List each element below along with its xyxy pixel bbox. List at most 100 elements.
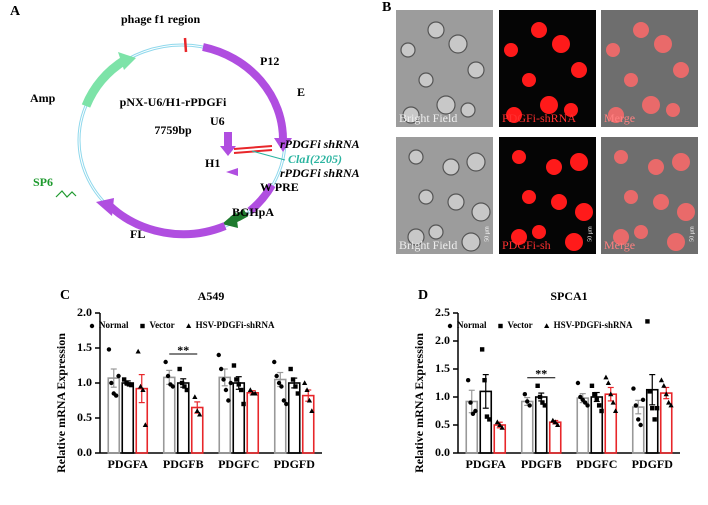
data-point <box>288 366 293 372</box>
data-point <box>638 422 643 428</box>
x-tick-label: PDGFA <box>466 457 507 471</box>
legend-marker <box>544 323 550 328</box>
cell <box>428 224 444 240</box>
cell <box>504 43 518 57</box>
micrograph-label: Merge <box>604 111 635 125</box>
feature-label: W PRE <box>260 180 299 194</box>
data-point <box>252 390 258 396</box>
cell <box>606 43 620 57</box>
data-point <box>274 373 279 379</box>
data-point <box>594 397 599 402</box>
feature-label: H1 <box>205 156 220 170</box>
data-point <box>592 392 597 397</box>
data-point <box>499 425 505 430</box>
data-point <box>226 398 231 403</box>
data-point <box>234 377 239 382</box>
scale-bar-label: 50 μm <box>587 226 593 242</box>
feature-label: ClaI(2205) <box>288 152 342 166</box>
cell <box>408 149 424 165</box>
cell <box>467 61 485 79</box>
data-point <box>663 391 669 397</box>
data-point <box>129 382 134 388</box>
feature-label: P12 <box>260 54 279 68</box>
data-point <box>221 377 226 382</box>
cell <box>642 96 660 114</box>
data-point <box>596 403 602 408</box>
data-point <box>309 408 315 413</box>
cell <box>677 203 695 221</box>
data-point <box>525 399 530 404</box>
feature-label: phage f1 region <box>121 12 200 26</box>
data-point <box>121 377 127 382</box>
data-point <box>137 383 144 389</box>
data-point <box>645 319 650 324</box>
data-point <box>279 384 284 389</box>
bar <box>301 394 315 454</box>
bar <box>107 377 121 454</box>
data-point <box>497 422 503 427</box>
data-point <box>473 408 478 414</box>
cell <box>654 35 672 53</box>
data-point <box>194 408 200 413</box>
plasmid-map: A phage f1 region P12 E Amp pNX-U6/H1-rP… <box>10 4 360 241</box>
bar <box>190 406 204 454</box>
data-point <box>116 373 121 379</box>
legend-label: Vector <box>508 320 533 330</box>
data-point <box>608 391 614 397</box>
data-point <box>658 377 665 383</box>
data-point <box>281 398 287 403</box>
data-point <box>223 387 229 393</box>
bar <box>659 392 673 454</box>
panel-letter: D <box>418 288 428 303</box>
significance-label: ** <box>535 367 547 381</box>
bghpa-arrowhead <box>222 212 238 228</box>
cell <box>436 95 456 115</box>
u6-promoter <box>224 132 232 146</box>
data-point <box>542 403 548 408</box>
cell <box>564 103 578 117</box>
micrograph-label: PDGFi-shRNA <box>502 111 576 125</box>
feature-label: SP6 <box>33 175 53 189</box>
micrograph-label: Merge <box>604 238 635 252</box>
y-tick-label: 0.5 <box>435 417 450 431</box>
clai-pointer <box>251 150 286 161</box>
cell <box>614 150 628 164</box>
data-point <box>640 397 646 402</box>
micrograph-label: Bright Field <box>399 238 457 252</box>
data-point <box>295 391 301 396</box>
amp-arrowhead <box>118 52 136 70</box>
cell <box>540 96 558 114</box>
data-point <box>575 380 581 386</box>
data-point <box>241 401 246 407</box>
data-point <box>177 366 182 372</box>
data-point <box>668 402 674 408</box>
data-point <box>140 387 146 392</box>
cell <box>418 72 434 88</box>
cell <box>653 194 669 210</box>
x-tick-label: PDGFC <box>576 457 617 471</box>
data-point <box>228 380 233 386</box>
y-tick-label: 2.0 <box>435 333 450 347</box>
bar <box>520 400 534 454</box>
data-point <box>304 387 310 392</box>
fl-arrowhead <box>96 198 114 216</box>
data-point <box>182 384 187 389</box>
x-tick-label: PDGFA <box>108 457 149 471</box>
legend-label: Normal <box>99 320 129 330</box>
cell <box>400 42 416 58</box>
y-tick-label: 2.0 <box>77 305 92 319</box>
cell <box>522 73 536 87</box>
cell <box>633 22 649 38</box>
data-point <box>192 394 198 399</box>
legend-label: Normal <box>457 320 487 330</box>
plasmid-name: pNX-U6/H1-rPDGFi <box>120 95 227 109</box>
amp-arc <box>81 56 128 108</box>
data-point <box>654 406 660 411</box>
x-tick-label: PDGFB <box>163 457 204 471</box>
data-point <box>610 399 616 405</box>
x-tick-label: PDGFB <box>521 457 562 471</box>
micrograph-label: PDGFi-sh <box>502 238 551 252</box>
cell <box>546 159 562 175</box>
data-point <box>142 422 148 427</box>
data-point <box>165 373 171 379</box>
